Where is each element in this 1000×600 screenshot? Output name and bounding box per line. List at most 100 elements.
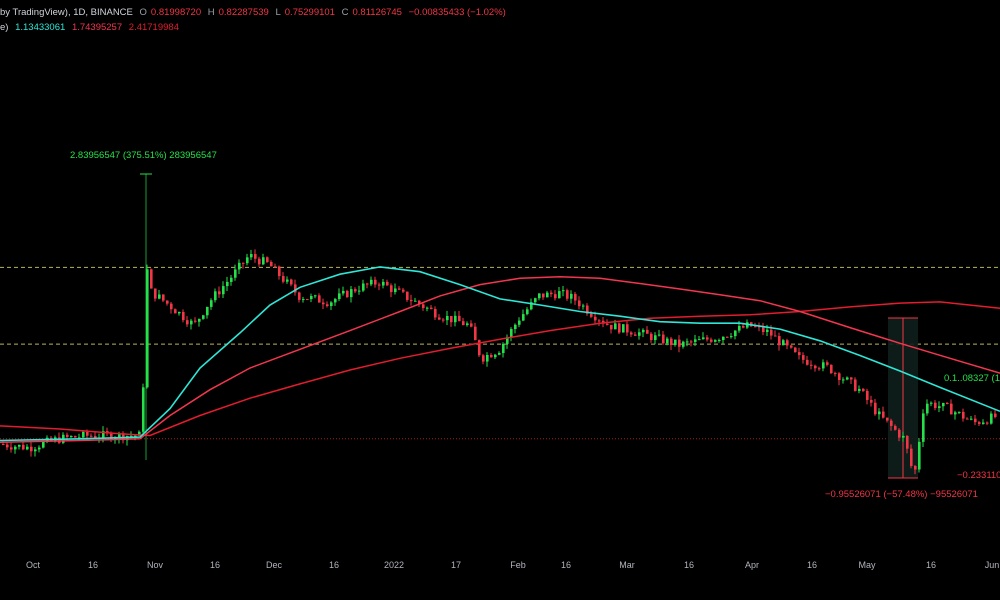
candle-body [550,292,553,295]
candle-body [826,362,829,365]
candle-body [270,261,273,267]
candle-body [282,276,285,282]
candle-body [958,411,961,413]
candle-body [978,422,981,424]
candle-body [354,289,357,292]
candle-body [854,379,857,391]
candle-body [422,304,425,308]
candle-body [158,294,161,299]
time-axis [0,553,1000,600]
candle-body [462,321,465,326]
candle-body [286,279,289,282]
x-tick-label: 16 [328,560,340,570]
close-value: 0.81126745 [352,7,402,18]
candle-body [970,418,973,420]
candle-body [482,355,485,362]
candle-body [962,411,965,419]
candle-body [94,435,97,438]
candle-body [686,341,689,343]
candle-body [290,279,293,285]
candle-body [742,325,745,328]
candle-body [514,324,517,330]
candle-body [546,292,549,298]
candle-body [626,324,629,333]
candle-body [922,413,925,442]
chart-header: by TradingView), 1D, BINANCE O 0.81998720… [0,0,1000,50]
candle-body [66,434,69,437]
candle-body [522,314,525,321]
candle-body [646,329,649,334]
ma-line: e) 1.13433061 1.74395257 2.41719984 [0,22,179,33]
candle-body [914,466,917,470]
symbol-text: by TradingView), 1D, BINANCE [0,7,133,18]
candle-body [278,266,281,277]
candle-body [938,406,941,409]
candle-body [410,299,413,302]
candle-body [486,355,489,362]
candle-body [38,447,41,450]
candle-body [530,302,533,310]
candle-body [134,435,137,437]
x-tick-label: Feb [510,560,526,570]
candle-body [610,324,613,330]
candle-body [846,377,849,380]
candle-body [754,326,757,328]
x-tick-label: 16 [925,560,937,570]
ma-long-line [0,301,1000,437]
candle-body [234,269,237,278]
candle-body [582,305,585,307]
candle-body [446,316,449,321]
candle-body [762,326,765,332]
ma-fast-line [0,266,1000,442]
candle-body [454,315,457,323]
candle-body [982,422,985,424]
candle-body [198,318,201,322]
candle-body [930,402,933,404]
candle-body [558,291,561,299]
candle-body [378,284,381,286]
open-value: 0.81998720 [150,7,202,18]
candle-body [562,290,565,292]
candle-body [902,435,905,438]
candle-body [122,433,125,441]
candle-body [322,302,325,305]
candle-body [894,425,897,430]
candle-body [450,316,453,323]
candle-body [690,341,693,343]
candle-body [954,412,957,415]
candle-body [878,411,881,415]
candle-body [194,320,197,322]
candle-body [942,402,945,407]
candle-body [226,281,229,287]
candle-body [662,334,665,344]
candle-body [418,300,421,305]
candle-body [966,418,969,420]
candle-body [814,365,817,369]
candle-body [230,277,233,282]
candle-body [718,339,721,341]
candle-body [166,300,169,304]
x-tick-label: 16 [683,560,695,570]
candle-body [438,317,441,320]
candle-body [14,446,17,450]
candle-body [298,292,301,300]
x-tick-label: 16 [560,560,572,570]
candle-body [738,325,741,331]
candle-body [478,340,481,356]
candle-body [434,308,437,318]
candle-body [26,446,29,450]
candle-body [870,399,873,403]
candle-body [130,435,133,437]
candle-body [926,403,929,414]
candle-body [570,293,573,299]
candle-body [394,288,397,293]
candle-body [682,341,685,347]
candle-body [2,443,5,445]
candle-body [994,413,997,417]
candle-body [274,266,277,268]
candle-body [566,290,569,299]
candle-body [574,293,577,301]
candle-body [182,311,185,321]
candle-body [210,300,213,307]
